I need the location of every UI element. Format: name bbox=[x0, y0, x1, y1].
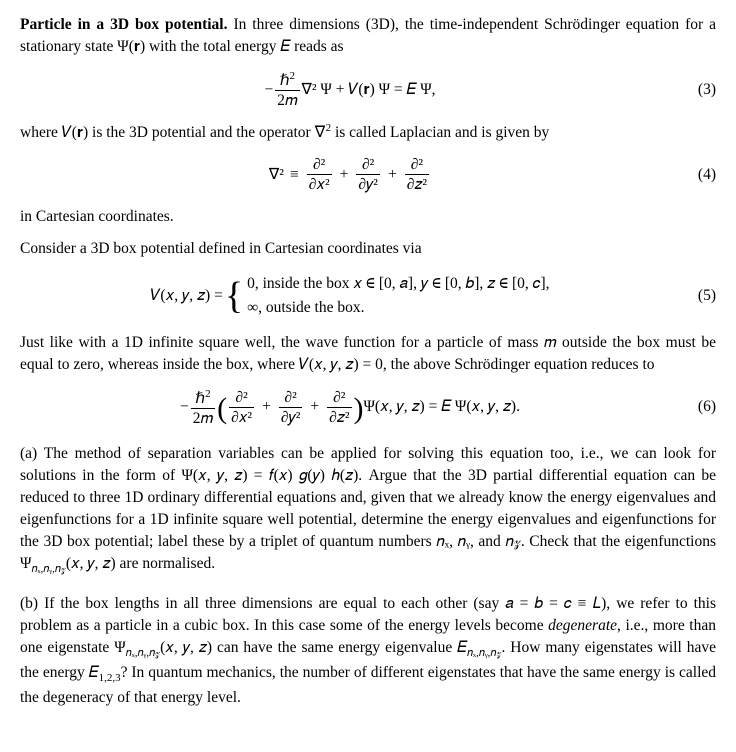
d2dy2: ∂² ∂𝑦² bbox=[356, 156, 380, 193]
d2dx2: ∂² ∂𝑥² bbox=[307, 156, 332, 193]
section-title: Particle in a 3D box potential. bbox=[20, 16, 228, 33]
nabla-term: ∇² Ψ + 𝑉(𝐫) Ψ = 𝐸 Ψ, bbox=[302, 79, 436, 101]
psi-subscript-a: 𝑛ₓ,𝑛ᵧ,𝑛𝓏 bbox=[31, 563, 65, 575]
equation-5-body: 𝑉(𝑥, 𝑦, 𝑧) = { 0, inside the box 𝑥 ∈ [0,… bbox=[20, 272, 680, 320]
cases-body: 0, inside the box 𝑥 ∈ [0, 𝑎], 𝑦 ∈ [0, 𝑏]… bbox=[247, 272, 549, 320]
equation-3-body: − ℏ2 2𝑚 ∇² Ψ + 𝑉(𝐫) Ψ = 𝐸 Ψ, bbox=[20, 70, 680, 109]
equation-5-number: (5) bbox=[680, 285, 716, 307]
degenerate-term: degenerate bbox=[548, 617, 617, 634]
question-b-label: (b) bbox=[20, 595, 38, 612]
para2: where 𝑉(𝐫) is the 3D potential and the o… bbox=[20, 121, 716, 144]
equation-3-number: (3) bbox=[680, 79, 716, 101]
case-inside: 0, inside the box 𝑥 ∈ [0, 𝑎], 𝑦 ∈ [0, 𝑏]… bbox=[247, 272, 549, 296]
brace-icon: { bbox=[225, 279, 243, 313]
question-a-text2: (𝑥, 𝑦, 𝑧) are normalised. bbox=[66, 555, 215, 572]
equation-6-number: (6) bbox=[680, 396, 716, 418]
question-b: (b) If the box lengths in all three dime… bbox=[20, 593, 716, 708]
d2dz2: ∂² ∂𝑧² bbox=[405, 156, 429, 193]
case-outside: ∞, outside the box. bbox=[247, 296, 364, 320]
equation-6-body: − ℏ2 2𝑚 ( ∂² ∂𝑥² + ∂² ∂𝑦² + ∂² bbox=[20, 388, 680, 427]
minus-sign: − bbox=[264, 79, 273, 101]
question-a: (a) The method of separation variables c… bbox=[20, 443, 716, 578]
hbar2-over-2m-6: ℏ2 2𝑚 bbox=[191, 388, 215, 427]
para3: in Cartesian coordinates. bbox=[20, 206, 716, 228]
para5: Just like with a 1D infinite square well… bbox=[20, 332, 716, 376]
question-a-text: The method of separation variables can b… bbox=[20, 445, 716, 572]
equation-4: ∇² ≡ ∂² ∂𝑥² + ∂² ∂𝑦² + ∂² ∂𝑧² (4) bbox=[20, 156, 716, 193]
para4: Consider a 3D box potential defined in C… bbox=[20, 238, 716, 260]
intro-paragraph: Particle in a 3D box potential. In three… bbox=[20, 14, 716, 58]
equation-4-number: (4) bbox=[680, 164, 716, 186]
equation-4-body: ∇² ≡ ∂² ∂𝑥² + ∂² ∂𝑦² + ∂² ∂𝑧² bbox=[20, 156, 680, 193]
equation-6: − ℏ2 2𝑚 ( ∂² ∂𝑥² + ∂² ∂𝑦² + ∂² bbox=[20, 388, 716, 427]
question-a-label: (a) bbox=[20, 445, 37, 462]
equation-5: 𝑉(𝑥, 𝑦, 𝑧) = { 0, inside the box 𝑥 ∈ [0,… bbox=[20, 272, 716, 320]
hbar2-over-2m: ℏ2 2𝑚 bbox=[275, 70, 299, 109]
equation-3: − ℏ2 2𝑚 ∇² Ψ + 𝑉(𝐫) Ψ = 𝐸 Ψ, (3) bbox=[20, 70, 716, 109]
